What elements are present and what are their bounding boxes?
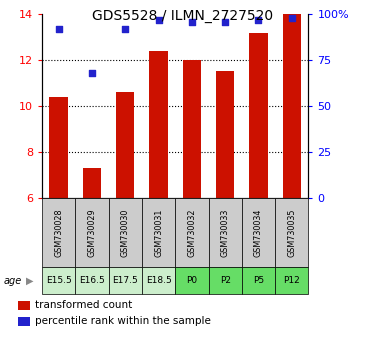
FancyBboxPatch shape	[208, 267, 242, 294]
Bar	[249, 33, 268, 198]
FancyBboxPatch shape	[175, 267, 208, 294]
FancyBboxPatch shape	[275, 198, 308, 267]
Bar	[149, 51, 168, 198]
Point	[289, 15, 295, 21]
FancyBboxPatch shape	[142, 198, 175, 267]
Text: P5: P5	[253, 276, 264, 285]
FancyBboxPatch shape	[175, 198, 208, 267]
FancyBboxPatch shape	[109, 198, 142, 267]
Text: GSM730031: GSM730031	[154, 209, 163, 257]
Text: GSM730029: GSM730029	[88, 209, 96, 257]
Text: P12: P12	[283, 276, 300, 285]
FancyBboxPatch shape	[75, 267, 109, 294]
Text: percentile rank within the sample: percentile rank within the sample	[35, 316, 211, 326]
Bar	[18, 317, 30, 326]
FancyBboxPatch shape	[242, 198, 275, 267]
FancyBboxPatch shape	[275, 267, 308, 294]
FancyBboxPatch shape	[208, 198, 242, 267]
Text: E16.5: E16.5	[79, 276, 105, 285]
Text: ▶: ▶	[26, 275, 34, 286]
Text: age: age	[4, 275, 22, 286]
Text: P0: P0	[186, 276, 197, 285]
Text: E17.5: E17.5	[112, 276, 138, 285]
Bar	[183, 60, 201, 198]
Point	[222, 19, 228, 24]
Text: E18.5: E18.5	[146, 276, 172, 285]
Bar	[83, 169, 101, 198]
Bar	[50, 97, 68, 198]
FancyBboxPatch shape	[75, 198, 109, 267]
Text: GSM730033: GSM730033	[221, 209, 230, 257]
Text: GDS5528 / ILMN_2727520: GDS5528 / ILMN_2727520	[92, 9, 273, 23]
Bar	[116, 92, 134, 198]
Text: transformed count: transformed count	[35, 300, 132, 310]
Text: GSM730028: GSM730028	[54, 209, 63, 257]
Point	[155, 17, 161, 23]
FancyBboxPatch shape	[142, 267, 175, 294]
Point	[122, 26, 128, 32]
Text: E15.5: E15.5	[46, 276, 72, 285]
Point	[189, 19, 195, 24]
Text: P2: P2	[220, 276, 231, 285]
Text: GSM730030: GSM730030	[121, 209, 130, 257]
Bar	[216, 70, 234, 198]
Point	[89, 70, 95, 76]
FancyBboxPatch shape	[42, 198, 75, 267]
Point	[255, 17, 261, 23]
Point	[56, 26, 62, 32]
Text: GSM730032: GSM730032	[187, 209, 196, 257]
FancyBboxPatch shape	[109, 267, 142, 294]
Bar	[283, 14, 301, 198]
FancyBboxPatch shape	[42, 267, 75, 294]
Bar	[18, 301, 30, 310]
FancyBboxPatch shape	[242, 267, 275, 294]
Text: GSM730034: GSM730034	[254, 209, 263, 257]
Text: GSM730035: GSM730035	[287, 209, 296, 257]
